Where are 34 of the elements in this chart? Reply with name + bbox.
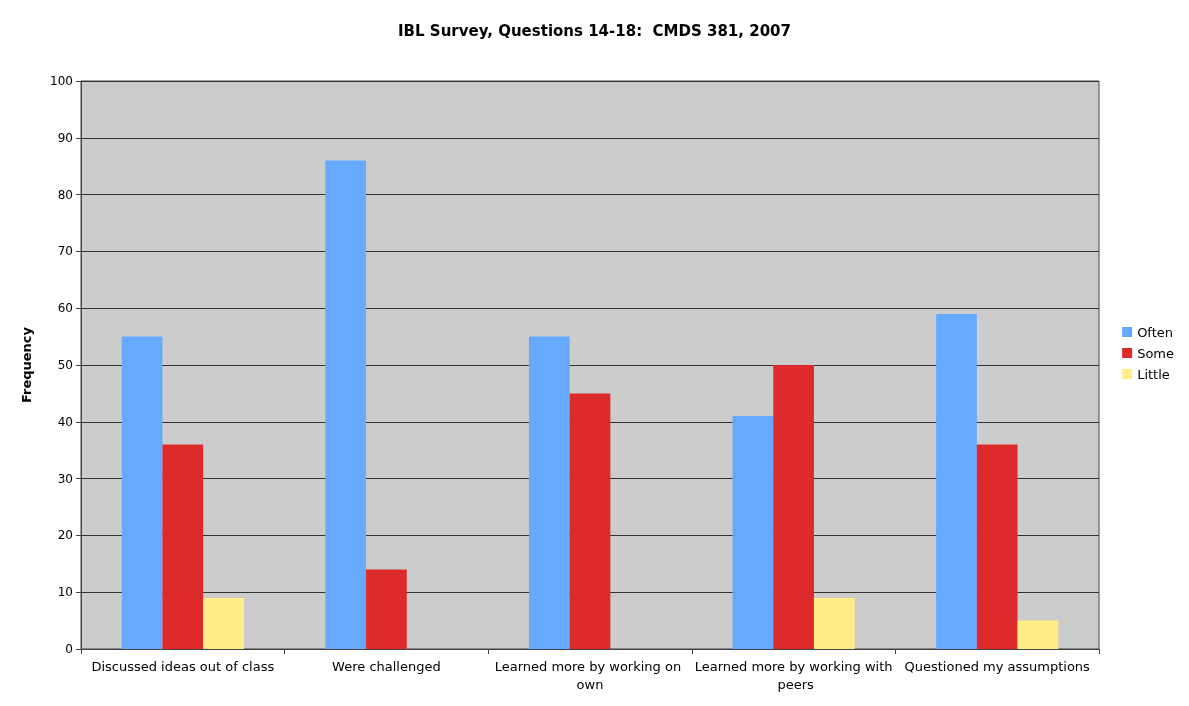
bar bbox=[773, 365, 814, 649]
bar bbox=[813, 597, 855, 649]
x-tick-label: Were challenged bbox=[332, 658, 441, 674]
y-tick-label: 50 bbox=[57, 358, 73, 372]
y-tick-label: 40 bbox=[57, 414, 73, 429]
bar bbox=[936, 313, 977, 649]
y-tick-label: 10 bbox=[57, 585, 73, 600]
bar bbox=[528, 336, 570, 649]
legend-label: Often bbox=[1137, 324, 1174, 340]
bar bbox=[976, 444, 1018, 649]
legend-label: Little bbox=[1137, 366, 1170, 382]
y-tick-label: 20 bbox=[57, 528, 73, 543]
bar bbox=[121, 336, 163, 649]
chart-title: IBL Survey, Questions 14-18: CMDS 381, 2007 bbox=[398, 21, 791, 40]
y-axis-title: Frequency bbox=[19, 326, 34, 404]
bar bbox=[569, 393, 611, 649]
bar bbox=[732, 416, 774, 649]
y-tick-label: 70 bbox=[57, 244, 73, 259]
y-tick-label: 30 bbox=[57, 471, 73, 486]
bar bbox=[366, 569, 407, 649]
bar bbox=[162, 444, 204, 649]
x-tick-label: Questioned my assumptions bbox=[904, 658, 1091, 674]
x-tick-label: Learned more by working with peers bbox=[694, 658, 893, 692]
y-tick-label: 80 bbox=[57, 187, 73, 202]
y-tick-label: 60 bbox=[57, 301, 73, 316]
x-tick-label: Learned more by working on own bbox=[494, 658, 686, 692]
bar bbox=[1017, 620, 1059, 649]
y-tick-label: 0 bbox=[65, 642, 73, 656]
bar bbox=[203, 597, 244, 649]
y-tick-label: 100 bbox=[50, 74, 73, 88]
bar bbox=[325, 160, 367, 649]
legend-label: Some bbox=[1137, 345, 1175, 361]
y-tick-label: 90 bbox=[57, 130, 73, 145]
x-tick-label: Discussed ideas out of class bbox=[91, 658, 275, 674]
